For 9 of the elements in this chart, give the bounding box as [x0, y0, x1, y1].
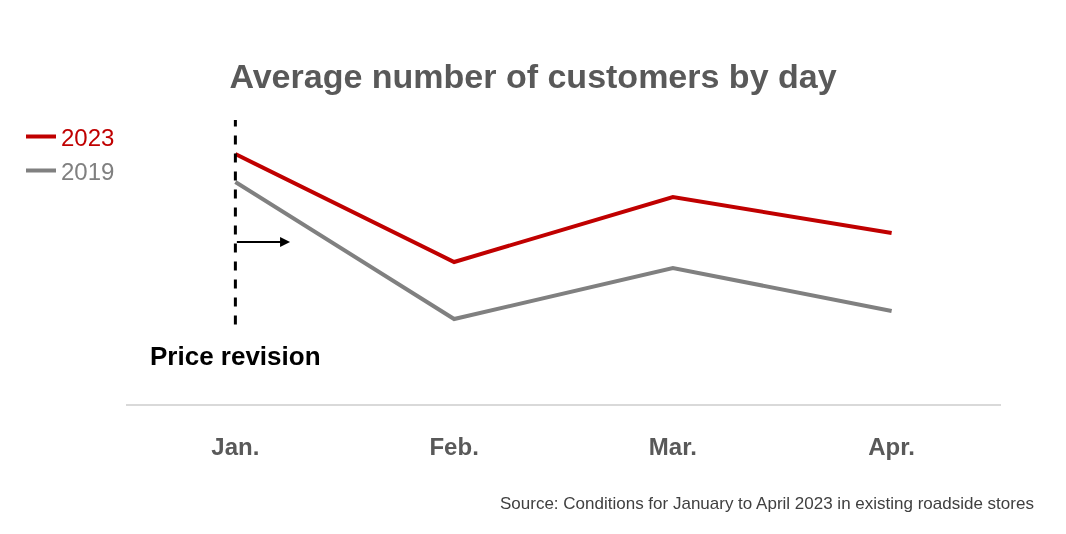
chart-title: Average number of customers by day	[229, 56, 837, 95]
legend-label: 2019	[61, 157, 115, 185]
ref-line-label: Price revision	[150, 341, 321, 371]
x-tick-label: Jan.	[211, 432, 260, 460]
x-tick-label: Apr.	[868, 432, 915, 460]
source-note: Source: Conditions for January to April 2023 in existing roadside stores	[500, 494, 1034, 513]
x-tick-label: Mar.	[648, 432, 697, 460]
x-tick-label: Feb.	[429, 432, 479, 460]
legend-label: 2023	[61, 123, 115, 151]
